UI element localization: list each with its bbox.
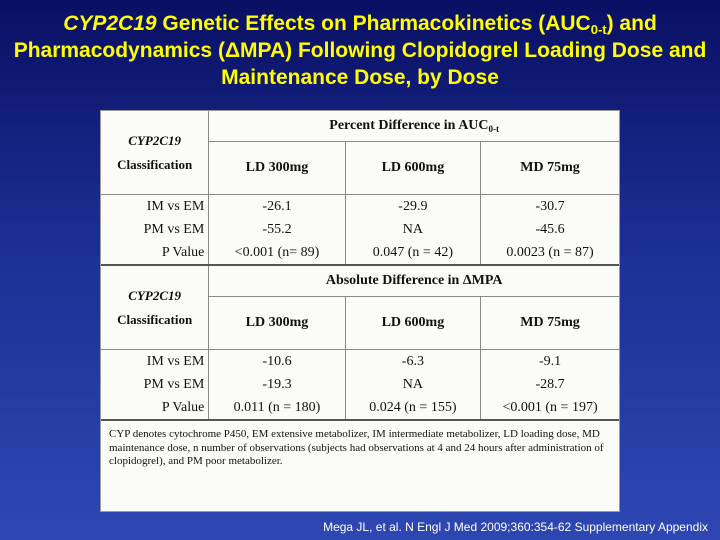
table-row: IM vs EM -26.1 -29.9 -30.7 xyxy=(101,194,619,218)
table-row: IM vs EM -10.6 -6.3 -9.1 xyxy=(101,349,619,373)
table-cell: 0.011 (n = 180) xyxy=(208,396,346,419)
table-row: PM vs EM -55.2 NA -45.6 xyxy=(101,218,619,241)
table-cell: 0.0023 (n = 87) xyxy=(480,241,619,266)
title-gene: CYP2C19 xyxy=(63,12,157,35)
table-cell: <0.001 (n = 197) xyxy=(502,399,598,415)
section2-col-ld600: LD 600mg xyxy=(345,296,482,350)
section2-columns-row: LD 300mg LD 600mg MD 75mg xyxy=(101,296,619,350)
table-cell: 0.024 (n = 155) xyxy=(345,396,482,419)
title-subscript: 0-t xyxy=(590,22,607,37)
table-cell: -55.2 xyxy=(208,218,346,241)
title-part1: Genetic Effects on Pharmacokinetics (AUC xyxy=(156,12,591,35)
section2-class-label: Classification xyxy=(117,311,193,327)
title-part2: ) and Pharmacodynamics ( xyxy=(13,12,657,62)
table-row: PM vs EM -19.3 NA -28.7 xyxy=(101,373,619,396)
section2-col-ld300: LD 300mg xyxy=(208,296,346,350)
table-cell: NA xyxy=(345,218,482,241)
table-cell: -10.6 xyxy=(208,349,346,373)
table-cell: -30.7 xyxy=(535,198,565,214)
results-table-panel: CYP2C19 Classification Percent Differenc… xyxy=(100,110,620,512)
table-cell: -9.1 xyxy=(538,353,562,369)
section1-col-md75: MD 75mg xyxy=(480,141,619,195)
table-cell: NA xyxy=(345,373,482,396)
table-cell: -19.3 xyxy=(208,373,346,396)
table-row: P Value 0.011 (n = 180) 0.024 (n = 155) … xyxy=(101,396,619,419)
section1-col-ld300: LD 300mg xyxy=(208,141,346,195)
section1-header-row: CYP2C19 Classification Percent Differenc… xyxy=(101,111,619,195)
section2-col-md75: MD 75mg xyxy=(480,296,619,350)
row-label: PM vs EM xyxy=(101,373,210,396)
row-label: PM vs EM xyxy=(101,218,210,241)
section1-class-label: Classification xyxy=(117,156,193,172)
section1-title-sub: 0-t xyxy=(488,124,500,134)
section1-title: Percent Difference in AUC0-t xyxy=(208,111,619,142)
title-part3: MPA) Following Clopidogrel Loading Dose … xyxy=(221,39,707,89)
table-cell: -26.1 xyxy=(208,194,346,218)
table-cell: -28.7 xyxy=(535,376,565,392)
section2-header-row: CYP2C19 Classification Absolute Differen… xyxy=(101,265,619,350)
row-label: P Value xyxy=(101,241,210,266)
table-cell: -29.9 xyxy=(345,194,482,218)
results-table: CYP2C19 Classification Percent Differenc… xyxy=(101,111,619,419)
table-cell: 0.047 (n = 42) xyxy=(345,241,482,266)
section2-class-gene: CYP2C19 xyxy=(128,287,182,303)
table-cell: -6.3 xyxy=(345,349,482,373)
citation: Mega JL, et al. N Engl J Med 2009;360:35… xyxy=(323,520,708,534)
section1-classification-header: CYP2C19 Classification xyxy=(101,111,210,195)
row-label: P Value xyxy=(101,396,210,419)
row-label: IM vs EM xyxy=(101,194,210,218)
section1-class-gene: CYP2C19 xyxy=(128,132,182,148)
table-row: P Value <0.001 (n= 89) 0.047 (n = 42) 0.… xyxy=(101,241,619,266)
slide-title: CYP2C19 Genetic Effects on Pharmacokinet… xyxy=(10,10,710,91)
section1-columns-row: LD 300mg LD 600mg MD 75mg xyxy=(101,141,619,195)
table-footnote: CYP denotes cytochrome P450, EM extensiv… xyxy=(101,419,619,469)
section1-title-main: Percent Difference in AUC xyxy=(329,118,489,133)
section2-title: Absolute Difference in ΔMPA xyxy=(208,265,619,297)
section1-col-ld600: LD 600mg xyxy=(345,141,482,195)
title-delta: Δ xyxy=(224,39,241,62)
table-cell: -45.6 xyxy=(535,221,565,237)
row-label: IM vs EM xyxy=(101,349,210,373)
table-cell: <0.001 (n= 89) xyxy=(208,241,346,266)
section2-classification-header: CYP2C19 Classification xyxy=(101,265,210,350)
